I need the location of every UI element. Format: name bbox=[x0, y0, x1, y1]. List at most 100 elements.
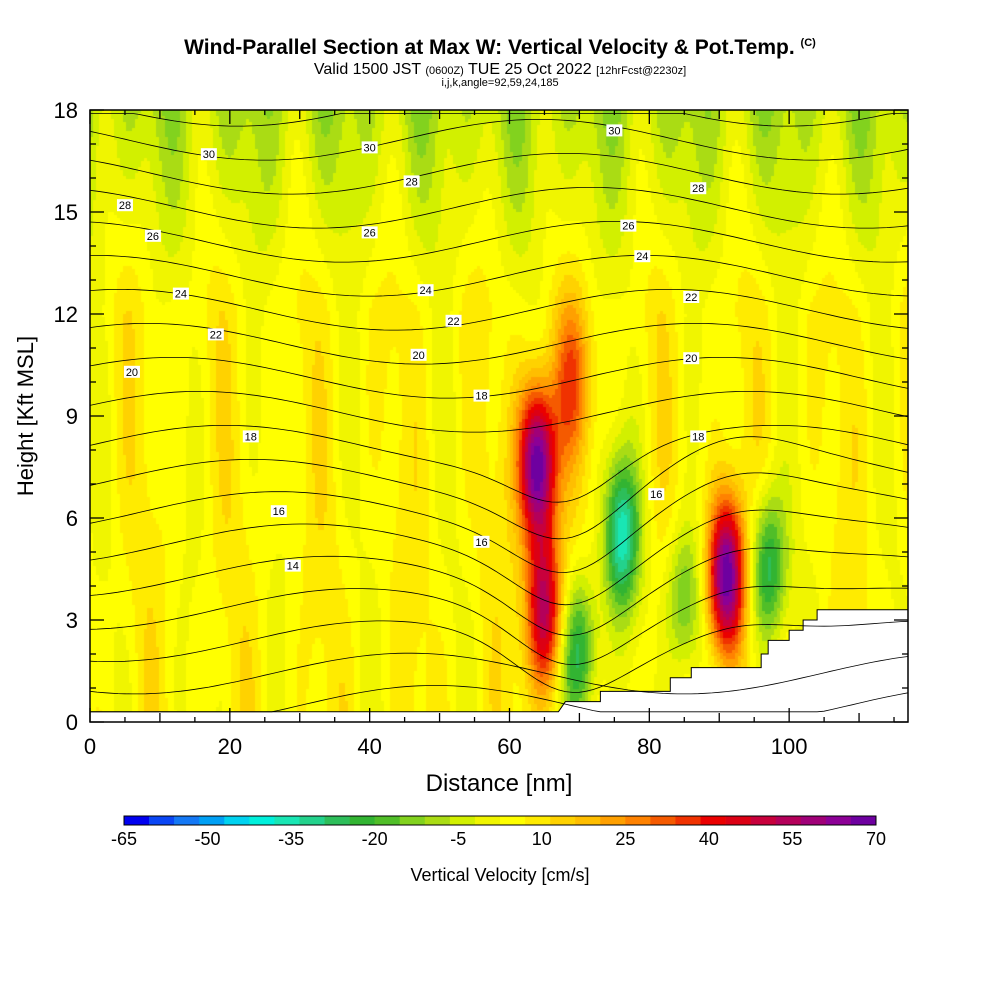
contour-label-box bbox=[417, 284, 434, 297]
colorbar-swatch bbox=[324, 816, 350, 825]
contour-label: 22 bbox=[447, 316, 459, 328]
contour-label-box bbox=[116, 199, 133, 212]
colorbar-label: Vertical Velocity [cm/s] bbox=[410, 865, 589, 885]
section-params: i,j,k,angle=92,59,24,185 bbox=[441, 77, 559, 89]
colorbar-swatch bbox=[249, 816, 275, 825]
y-tick-label: 3 bbox=[66, 608, 78, 633]
colorbar-tick-label: 25 bbox=[615, 829, 635, 849]
theta-contour-line bbox=[89, 620, 909, 693]
contour-label: 16 bbox=[650, 489, 662, 501]
contour-label: 22 bbox=[685, 292, 697, 304]
contour-label: 20 bbox=[685, 353, 697, 365]
colorbar-swatch bbox=[625, 816, 651, 825]
theta-contour-labels: 14 16 16 16 18 18 18 20 20 20 22 22 22 24 24 24 26 26 26 28… bbox=[116, 124, 707, 573]
contour-label-box bbox=[690, 182, 707, 195]
x-tick-label: 100 bbox=[771, 734, 808, 759]
contour-label: 28 bbox=[692, 183, 704, 195]
contour-label: 30 bbox=[364, 142, 376, 154]
contour-label-box bbox=[620, 219, 637, 232]
colorbar-swatch bbox=[825, 816, 852, 825]
colorbar-swatch bbox=[525, 816, 551, 825]
colorbar-swatch bbox=[449, 816, 476, 825]
copyright-mark: (C) bbox=[800, 37, 816, 49]
chart-title-text: Wind-Parallel Section at Max W: Vertical… bbox=[184, 36, 795, 59]
contour-label: 26 bbox=[147, 231, 159, 243]
colorbar-swatch bbox=[800, 816, 827, 825]
colorbar-swatch bbox=[274, 816, 300, 825]
colorbar-swatch bbox=[675, 816, 701, 825]
colorbar-swatch bbox=[149, 816, 175, 825]
theta-contour-line bbox=[89, 153, 909, 195]
y-axis: 0 3 6 9 12 15 18 Height [Kft MSL] bbox=[13, 98, 908, 735]
colorbar-tick-label: -50 bbox=[195, 829, 221, 849]
colorbar-swatch bbox=[224, 816, 250, 825]
terrain bbox=[89, 609, 909, 723]
colorbar-swatch bbox=[700, 816, 726, 825]
contour-label-box bbox=[144, 229, 161, 242]
colorbar-swatch bbox=[650, 816, 676, 825]
contour-label-box bbox=[690, 430, 707, 443]
x-tick-label: 60 bbox=[497, 734, 521, 759]
theta-contour-line bbox=[89, 509, 909, 606]
theta-contour-line bbox=[89, 425, 909, 503]
contour-label-box bbox=[123, 365, 140, 378]
colorbar-tick-label: 40 bbox=[699, 829, 719, 849]
contour-label-box bbox=[473, 535, 490, 548]
colorbar: -65 -50 -35 -20 -5 10 25 40 55 70 Vertical Velocit… bbox=[111, 815, 886, 885]
contour-label-box bbox=[403, 175, 420, 188]
theta-contours bbox=[89, 113, 909, 713]
y-tick-label: 12 bbox=[54, 302, 78, 327]
theta-contour-line bbox=[89, 289, 909, 331]
colorbar-tick-label: 70 bbox=[866, 829, 886, 849]
colorbar-swatch bbox=[850, 816, 877, 825]
contour-label-box bbox=[242, 430, 259, 443]
colorbar-swatch bbox=[600, 816, 626, 825]
y-tick-label: 6 bbox=[66, 506, 78, 531]
contour-label: 30 bbox=[608, 125, 620, 137]
chart-subtitle: Valid 1500 JST (0600Z) TUE 25 Oct 2022 [… bbox=[0, 61, 1000, 79]
contour-label-box bbox=[634, 250, 651, 263]
contour-label: 18 bbox=[692, 431, 704, 443]
colorbar-tick-label: -5 bbox=[450, 829, 466, 849]
y-tick-label: 9 bbox=[66, 404, 78, 429]
x-tick-label: 20 bbox=[218, 734, 242, 759]
contour-label: 24 bbox=[419, 285, 431, 297]
colorbar-swatch bbox=[775, 816, 802, 825]
utc-time: (0600Z) bbox=[425, 65, 464, 77]
contour-label: 24 bbox=[175, 289, 187, 301]
contour-label: 18 bbox=[245, 431, 257, 443]
contour-label: 22 bbox=[210, 329, 222, 341]
contour-label-box bbox=[683, 352, 700, 365]
colorbar-swatch bbox=[349, 816, 375, 825]
colorbar-swatch bbox=[374, 816, 401, 825]
colorbar-swatch bbox=[575, 816, 601, 825]
theta-contour-line bbox=[89, 472, 909, 573]
colorbar-tick-label: -20 bbox=[362, 829, 388, 849]
contour-label: 16 bbox=[273, 506, 285, 518]
contour-label: 20 bbox=[126, 367, 138, 379]
colorbar-tick-label: -35 bbox=[278, 829, 304, 849]
theta-contour-line bbox=[89, 652, 909, 695]
y-tick-label: 18 bbox=[54, 98, 78, 123]
colorbar-swatch bbox=[500, 816, 526, 825]
colorbar-swatch bbox=[399, 816, 426, 825]
theta-contour-line bbox=[89, 391, 909, 433]
x-axis-label: Distance [nm] bbox=[426, 770, 573, 797]
contour-label-box bbox=[683, 291, 700, 303]
colorbar-tick-label: 55 bbox=[782, 829, 802, 849]
contour-label-box bbox=[606, 124, 623, 137]
colorbar-swatch bbox=[299, 816, 325, 825]
x-tick-label: 0 bbox=[84, 734, 96, 759]
contour-label-box bbox=[445, 314, 462, 327]
colorbar-swatch bbox=[424, 816, 451, 825]
theta-contour-line bbox=[90, 255, 909, 297]
contour-label-box bbox=[410, 348, 427, 361]
contour-label: 26 bbox=[364, 227, 376, 239]
x-tick-label: 40 bbox=[357, 734, 381, 759]
colorbar-swatch bbox=[124, 816, 150, 825]
theta-contour-line bbox=[89, 221, 909, 263]
contour-label-box bbox=[200, 148, 217, 161]
theta-contour-line bbox=[89, 585, 909, 666]
theta-contour-line bbox=[90, 685, 909, 713]
